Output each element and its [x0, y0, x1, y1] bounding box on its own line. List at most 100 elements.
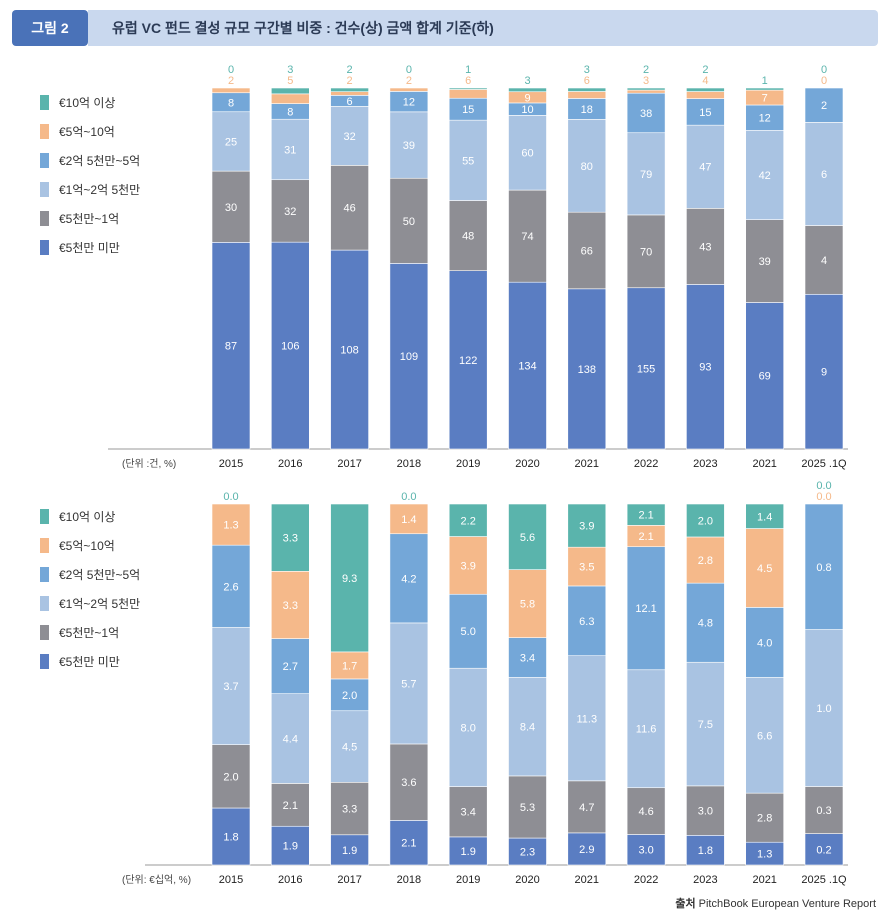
data-label-lt05: 1.3 [757, 849, 772, 861]
data-label-b1_25: 4.5 [342, 742, 357, 754]
bar-segment-b5_10 [508, 569, 547, 638]
bar-segment-lt05 [389, 263, 429, 450]
bar-segment-ge10 [745, 87, 785, 91]
data-label-lt05: 1.8 [698, 845, 713, 857]
data-label-b5_10: 2.1 [638, 531, 653, 543]
legend-label: €1억~2억 5천만 [59, 597, 141, 611]
bar-segment-b25_5 [448, 593, 488, 669]
bar-segment-b25_5 [745, 607, 785, 678]
data-label-b1_25: 8.4 [520, 722, 535, 734]
bar-segment-b05_1 [567, 780, 607, 834]
legend-swatch [40, 124, 49, 139]
data-label-b1_25: 11.6 [636, 724, 657, 736]
bar-segment-ge10 [330, 87, 369, 92]
legend-item-b1_25: €1억~2억 5천만 [40, 175, 140, 204]
legend-amount-chart: €10억 이상 €5억~10억 €2억 5천만~5억 €1억~2억 5천만 €5천만~1… [40, 502, 140, 676]
data-label-b1_25: 39 [403, 140, 415, 152]
bar-segment-b5_10 [567, 546, 607, 587]
source-note: 출처 PitchBook European Venture Report [675, 895, 876, 911]
bar-segment-b5_10 [448, 89, 488, 99]
legend-swatch [40, 567, 49, 582]
data-label-ge10: 1 [762, 75, 768, 87]
data-label-b5_10: 3.9 [461, 560, 476, 572]
legend-label: €5억~10억 [59, 125, 115, 139]
data-label-b05_1: 2.0 [223, 771, 238, 783]
data-label-ge10: 2 [702, 64, 708, 76]
bar-segment-lt05 [389, 820, 429, 866]
data-label-ge10: 0 [406, 64, 412, 76]
data-label-b5_10: 6 [465, 75, 471, 87]
data-label-b5_10: 6 [584, 75, 590, 87]
bar-segment-ge10 [626, 503, 666, 526]
legend-item-b5_10: €5억~10억 [40, 117, 140, 146]
legend-label: €5천만 미만 [59, 655, 120, 669]
figure-number-badge: 그림 2 [12, 10, 88, 46]
data-label-b1_25: 1.0 [816, 703, 831, 715]
data-label-b1_25: 6.6 [757, 730, 772, 742]
legend-swatch [40, 240, 49, 255]
bar-segment-ge10 [508, 503, 547, 570]
bar-segment-b5_10 [270, 93, 310, 104]
data-label-ge10: 2 [643, 64, 649, 76]
data-label-b25_5: 2.0 [342, 690, 357, 702]
data-label-lt05: 69 [759, 371, 771, 383]
legend-swatch [40, 153, 49, 168]
bar-segment-b1_25 [686, 661, 725, 787]
bar-segment-lt05 [330, 834, 369, 866]
data-label-b5_10: 2 [228, 75, 234, 87]
data-label-b1_25: 3.7 [223, 681, 238, 693]
x-tick-label: 2020 [515, 874, 539, 886]
data-label-b05_1: 70 [640, 246, 652, 258]
bar-segment-b1_25 [211, 627, 251, 745]
bar-segment-ge10 [330, 503, 369, 653]
bar-segment-b25_5 [508, 637, 547, 678]
bar-segment-b1_25 [626, 669, 666, 789]
data-label-b05_1: 3.6 [401, 777, 416, 789]
bar-segment-b05_1 [686, 208, 725, 285]
data-label-b25_5: 2.6 [223, 581, 238, 593]
bar-segment-b1_25 [270, 118, 310, 181]
bar-segment-b25_5 [330, 678, 369, 712]
data-label-b05_1: 3.0 [698, 806, 713, 818]
x-tick-label: 2017 [337, 874, 361, 886]
legend-swatch [40, 596, 49, 611]
bar-segment-b05_1 [804, 225, 844, 295]
data-label-b1_25: 47 [699, 162, 711, 174]
data-label-b5_10: 1.7 [342, 660, 357, 672]
data-label-ge10: 1.4 [757, 511, 772, 523]
legend-label: €10억 이상 [59, 510, 116, 524]
bar-segment-b5_10 [567, 91, 607, 99]
legend-swatch [40, 95, 49, 110]
legend-item-b1_25: €1억~2억 5천만 [40, 589, 140, 618]
bar-segment-b25_5 [686, 582, 725, 663]
bar-segment-ge10 [270, 87, 310, 95]
bar-segment-lt05 [686, 284, 725, 450]
legend-label: €10억 이상 [59, 96, 116, 110]
data-label-b05_1: 50 [403, 216, 415, 228]
data-label-lt05: 2.9 [579, 844, 594, 856]
legend-count-chart: €10억 이상 €5억~10억 €2억 5천만~5억 €1억~2억 5천만 €5천만~1… [40, 88, 140, 262]
bar-segment-lt05 [626, 834, 666, 866]
unit-label: (단위 :건, %) [122, 457, 176, 470]
bar-segment-lt05 [567, 832, 607, 866]
data-label-ge10: 3 [524, 75, 530, 87]
data-label-b05_1: 39 [759, 256, 771, 268]
x-tick-label: 2017 [337, 458, 361, 470]
data-label-ge10: 2.2 [461, 515, 476, 527]
data-label-b25_5: 10 [521, 104, 533, 116]
source-text: PitchBook European Venture Report [698, 898, 876, 910]
x-tick-label: 2025 .1Q [801, 874, 847, 886]
bar-segment-b5_10 [270, 571, 310, 639]
bar-segment-b25_5 [686, 98, 725, 126]
bar-segment-ge10 [745, 503, 785, 529]
legend-item-b25_5: €2억 5천만~5억 [40, 146, 140, 175]
data-label-b05_1: 4.7 [579, 802, 594, 814]
data-label-b5_10: 4.5 [757, 563, 772, 575]
data-label-b1_25: 79 [640, 169, 652, 181]
data-label-b5_10: 1.4 [401, 514, 416, 526]
legend-item-ge10: €10억 이상 [40, 88, 140, 117]
data-label-b25_5: 2.7 [283, 661, 298, 673]
data-label-b1_25: 4.4 [283, 734, 298, 746]
legend-swatch [40, 509, 49, 524]
x-tick-label: 2016 [278, 874, 302, 886]
